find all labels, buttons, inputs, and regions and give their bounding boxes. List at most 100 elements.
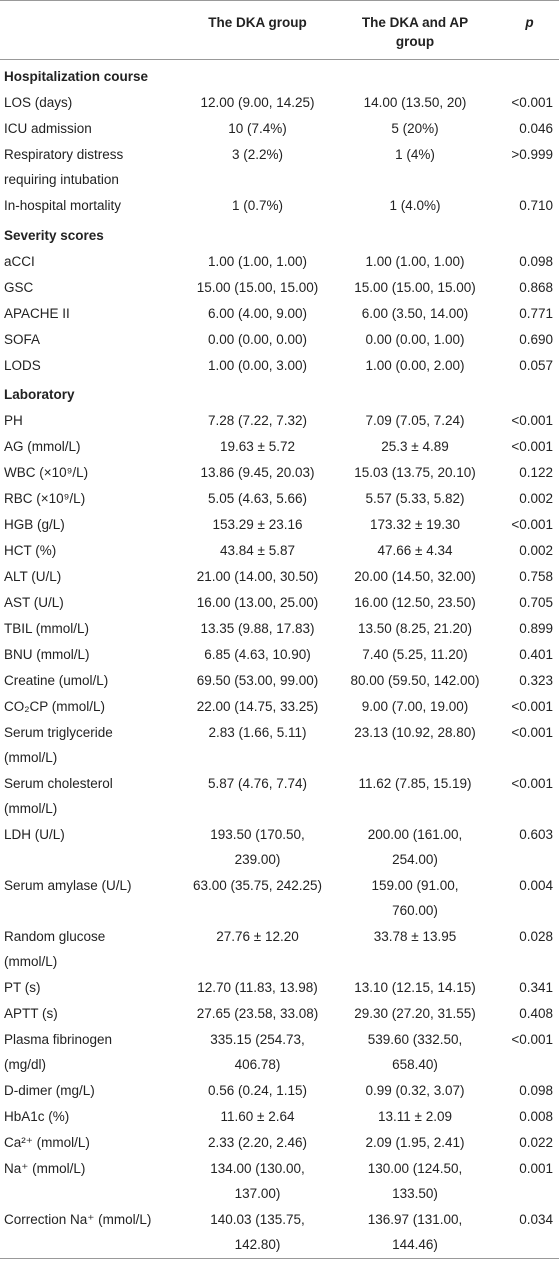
value: 11.60 ± 2.64 bbox=[220, 1109, 295, 1124]
row-label: PT (s) bbox=[4, 980, 41, 995]
data-row: D-dimer (mg/L) 0.56 (0.24, 1.15) 0.99 (0.3… bbox=[0, 1078, 559, 1104]
row-label: Correction Na⁺ (mmol/L) bbox=[4, 1212, 152, 1227]
row-label-cell: D-dimer (mg/L) bbox=[0, 1078, 185, 1104]
row-label: HGB (g/L) bbox=[4, 517, 65, 532]
data-row: TBIL (mmol/L) 13.35 (9.88, 17.83) 13.50 (8… bbox=[0, 616, 559, 642]
value-cell: 200.00 (161.00, 254.00) bbox=[330, 822, 500, 873]
value: 7.40 (5.25, 11.20) bbox=[362, 647, 468, 662]
value: 153.29 ± 23.16 bbox=[212, 517, 303, 532]
p-value: 0.046 bbox=[519, 121, 553, 136]
row-label: D-dimer (mg/L) bbox=[4, 1083, 95, 1098]
value-cell: 2.09 (1.95, 2.41) bbox=[330, 1130, 500, 1156]
p-value: 0.710 bbox=[519, 198, 553, 213]
p-value: <0.001 bbox=[511, 725, 553, 740]
row-label: HCT (%) bbox=[4, 543, 57, 558]
section-row: Hospitalization course bbox=[0, 60, 559, 90]
value: 19.63 ± 5.72 bbox=[220, 439, 295, 454]
value: 6.00 (4.00, 9.00) bbox=[207, 305, 308, 321]
value-cell: 23.13 (10.92, 28.80) bbox=[330, 720, 500, 771]
data-row: LODS 1.00 (0.00, 3.00) 1.00 (0.00, 2.00) 0.… bbox=[0, 352, 559, 378]
header-cell: The DKA and AP group bbox=[330, 0, 500, 60]
value-cell: 5.05 (4.63, 5.66) bbox=[185, 486, 330, 512]
header-cell: p bbox=[500, 0, 559, 60]
row-label: PH bbox=[4, 413, 23, 428]
value-cell: 5.87 (4.76, 7.74) bbox=[185, 771, 330, 822]
row-label: APTT (s) bbox=[4, 1006, 58, 1021]
value: 5 (20%) bbox=[391, 121, 439, 136]
value: 27.65 (23.58, 33.08) bbox=[196, 1006, 319, 1021]
p-value: 0.690 bbox=[519, 331, 553, 347]
row-label-cell: ALT (U/L) bbox=[0, 564, 185, 590]
row-label-cell: In-hospital mortality bbox=[0, 193, 185, 219]
value: 200.00 (161.00, 254.00) bbox=[367, 827, 463, 867]
value: 1 (0.7%) bbox=[231, 198, 284, 213]
value: 136.97 (131.00, 144.46) bbox=[367, 1212, 463, 1252]
table-body: Hospitalization course LOS (days) 12.00 (9… bbox=[0, 60, 559, 1259]
value-cell: 11.62 (7.85, 15.19) bbox=[330, 771, 500, 822]
data-row: PT (s) 12.70 (11.83, 13.98) 13.10 (12.15, … bbox=[0, 975, 559, 1001]
row-label-cell: Serum cholesterol (mmol/L) bbox=[0, 771, 185, 822]
value-cell: 16.00 (13.00, 25.00) bbox=[185, 590, 330, 616]
value: 25.3 ± 4.89 bbox=[381, 439, 449, 454]
p-value: <0.001 bbox=[511, 95, 553, 110]
p-value: 0.057 bbox=[519, 357, 553, 373]
row-label: AG (mmol/L) bbox=[4, 439, 81, 454]
row-label-cell: ICU admission bbox=[0, 116, 185, 142]
row-label-cell: Na⁺ (mmol/L) bbox=[0, 1156, 185, 1207]
row-label-cell: LODS bbox=[0, 352, 185, 378]
value-cell: 0.99 (0.32, 3.07) bbox=[330, 1078, 500, 1104]
p-value: >0.999 bbox=[511, 147, 553, 162]
row-label-cell: HCT (%) bbox=[0, 538, 185, 564]
row-label: Plasma fibrinogen (mg/dl) bbox=[4, 1032, 113, 1072]
value-cell: 539.60 (332.50, 658.40) bbox=[330, 1027, 500, 1078]
value: 47.66 ± 4.34 bbox=[377, 543, 453, 558]
value: 0.56 (0.24, 1.15) bbox=[207, 1083, 308, 1098]
value: 12.00 (9.00, 14.25) bbox=[200, 95, 315, 110]
value-cell: 22.00 (14.75, 33.25) bbox=[185, 694, 330, 720]
value-cell: 9.00 (7.00, 19.00) bbox=[330, 694, 500, 720]
value-cell: 1.00 (0.00, 2.00) bbox=[330, 352, 500, 378]
p-value: <0.001 bbox=[511, 699, 553, 714]
p-value: 0.022 bbox=[519, 1135, 553, 1150]
value: 22.00 (14.75, 33.25) bbox=[196, 699, 319, 714]
value: 2.83 (1.66, 5.11) bbox=[208, 725, 307, 740]
value-cell: 33.78 ± 13.95 bbox=[330, 924, 500, 975]
value-cell: 5.57 (5.33, 5.82) bbox=[330, 486, 500, 512]
value-cell: 20.00 (14.50, 32.00) bbox=[330, 564, 500, 590]
row-label-cell: APACHE II bbox=[0, 300, 185, 326]
row-label: Random glucose (mmol/L) bbox=[4, 929, 106, 969]
value-cell: 29.30 (27.20, 31.55) bbox=[330, 1001, 500, 1027]
value: 33.78 ± 13.95 bbox=[373, 929, 457, 944]
value-cell: 6.85 (4.63, 10.90) bbox=[185, 642, 330, 668]
p-value: 0.028 bbox=[519, 929, 553, 944]
value-cell: 153.29 ± 23.16 bbox=[185, 512, 330, 538]
row-label: In-hospital mortality bbox=[4, 198, 122, 213]
header-row: The DKA group The DKA and AP group p bbox=[0, 0, 559, 60]
value: 130.00 (124.50, 133.50) bbox=[367, 1161, 463, 1201]
value: 0.99 (0.32, 3.07) bbox=[365, 1083, 465, 1098]
value: 1.00 (1.00, 1.00) bbox=[207, 253, 308, 269]
value-cell: 1 (4%) bbox=[330, 142, 500, 193]
value: 20.00 (14.50, 32.00) bbox=[354, 569, 476, 584]
value-cell: 1.00 (0.00, 3.00) bbox=[185, 352, 330, 378]
data-row: HCT (%) 43.84 ± 5.87 47.66 ± 4.34 0.002 bbox=[0, 538, 559, 564]
p-value: 0.098 bbox=[519, 1083, 553, 1098]
row-label-cell: RBC (×10⁹/L) bbox=[0, 486, 185, 512]
data-row: AST (U/L) 16.00 (13.00, 25.00) 16.00 (12.5… bbox=[0, 590, 559, 616]
value-cell: 140.03 (135.75, 142.80) bbox=[185, 1207, 330, 1259]
value: 134.00 (130.00, 137.00) bbox=[210, 1161, 305, 1201]
data-row: ICU admission 10 (7.4%) 5 (20%) 0.046 bbox=[0, 116, 559, 142]
value-cell: 19.63 ± 5.72 bbox=[185, 434, 330, 460]
row-label-cell: SOFA bbox=[0, 326, 185, 352]
row-label: AST (U/L) bbox=[4, 595, 64, 610]
data-row: RBC (×10⁹/L) 5.05 (4.63, 5.66) 5.57 (5.33,… bbox=[0, 486, 559, 512]
value-cell: 1 (0.7%) bbox=[185, 193, 330, 219]
value: 1.00 (1.00, 1.00) bbox=[365, 253, 465, 269]
data-row: Ca²⁺ (mmol/L) 2.33 (2.20, 2.46) 2.09 (1.95… bbox=[0, 1130, 559, 1156]
row-label-cell: Random glucose (mmol/L) bbox=[0, 924, 185, 975]
value: 6.00 (3.50, 14.00) bbox=[361, 305, 469, 321]
p-value: 0.868 bbox=[519, 279, 553, 295]
row-label-cell: Correction Na⁺ (mmol/L) bbox=[0, 1207, 185, 1259]
p-value: <0.001 bbox=[511, 776, 553, 791]
